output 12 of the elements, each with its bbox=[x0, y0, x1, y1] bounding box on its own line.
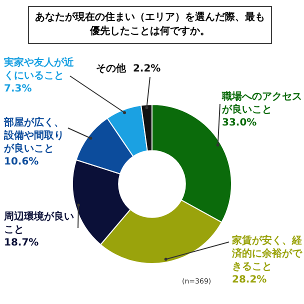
data-label: 7.3% bbox=[4, 84, 32, 95]
data-label: 18.7% bbox=[4, 238, 39, 249]
slice-label: 実家や友人が近くにいること bbox=[3, 56, 75, 82]
slice-label: 部屋が広く、設備や間取りが良いこと bbox=[3, 116, 64, 155]
slice-label: その他 2.2% bbox=[96, 62, 161, 75]
data-label: 28.2% bbox=[232, 274, 267, 286]
data-label: 33.0% bbox=[222, 118, 257, 129]
slice-label: 職場へのアクセスが良いこと bbox=[221, 90, 302, 116]
data-label: 10.6% bbox=[4, 156, 39, 168]
slice-label: 家賃が安く、経済的に余裕ができること bbox=[231, 234, 303, 273]
chart-title: あなたが現在の住まい（エリア）を選んだ際、最も優先したことは何ですか。 bbox=[28, 6, 272, 44]
slice-label: 周辺環境が良いこと bbox=[3, 210, 74, 236]
